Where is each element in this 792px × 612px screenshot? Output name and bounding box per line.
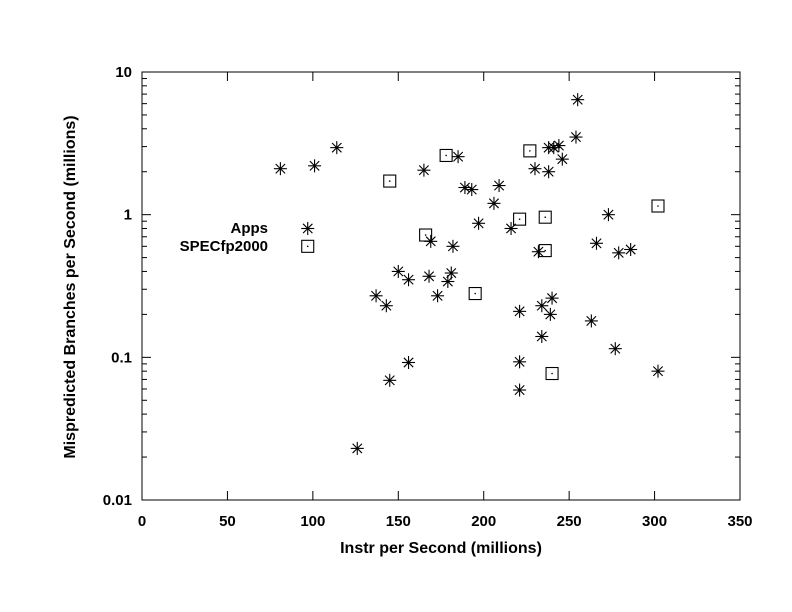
apps-point: [487, 196, 501, 210]
x-tick-label: 350: [727, 513, 752, 530]
apps-point: [369, 289, 383, 303]
apps-point: [531, 245, 545, 259]
apps-point: [379, 299, 393, 313]
apps-point: [350, 441, 364, 455]
apps-point: [528, 162, 542, 176]
apps-point: [472, 216, 486, 230]
apps-point: [571, 93, 585, 107]
apps-point: [402, 355, 416, 369]
apps-point: [624, 242, 638, 256]
x-tick-label: 50: [219, 513, 236, 530]
specfp2000-point: [651, 199, 665, 213]
apps-point: [535, 329, 549, 343]
specfp2000-point: [523, 144, 537, 158]
apps-point: [444, 266, 458, 280]
apps-point: [504, 221, 518, 235]
y-tick-label: 0.01: [103, 492, 132, 509]
apps-point: [383, 373, 397, 387]
specfp2000-point: [538, 210, 552, 224]
apps-point: [417, 163, 431, 177]
x-tick-label: 100: [300, 513, 325, 530]
specfp2000-point: [383, 174, 397, 188]
plot-frame: [141, 71, 741, 501]
x-tick-label: 250: [557, 513, 582, 530]
x-tick-label: 0: [138, 513, 146, 530]
apps-point: [422, 269, 436, 283]
apps-point: [535, 299, 549, 313]
apps-point: [451, 150, 465, 164]
apps-point: [612, 246, 626, 260]
y-tick-label: 10: [115, 64, 132, 81]
apps-point: [308, 159, 322, 173]
apps-point: [431, 289, 445, 303]
x-tick-label: 150: [386, 513, 411, 530]
y-tick-label: 0.1: [111, 349, 132, 366]
specfp2000-point: [439, 148, 453, 163]
apps-point: [513, 304, 527, 318]
apps-point: [589, 236, 603, 250]
specfp2000-point: [545, 366, 559, 381]
legend-label: SPECfp2000: [180, 238, 268, 255]
apps-point: [446, 239, 460, 253]
specfp2000-point: [468, 286, 482, 301]
apps-point: [513, 383, 527, 397]
apps-point: [584, 314, 598, 328]
apps-point: [542, 165, 556, 179]
y-tick-label: 1: [124, 207, 132, 224]
specfp2000-point: [301, 239, 315, 253]
apps-point: [608, 342, 622, 356]
apps-point: [465, 183, 479, 197]
apps-point: [569, 130, 583, 144]
apps-point: [651, 364, 665, 378]
x-tick-label: 200: [471, 513, 496, 530]
data-points: [273, 93, 665, 455]
apps-point: [543, 307, 557, 321]
specfp2000-point: [419, 228, 433, 242]
apps-point: [402, 273, 416, 287]
apps-point: [555, 152, 569, 166]
apps-point: [391, 264, 405, 278]
apps-point: [330, 141, 344, 155]
x-tick-label: 300: [642, 513, 667, 530]
apps-point: [545, 291, 559, 305]
apps-point: [492, 179, 506, 193]
apps-point: [513, 355, 527, 369]
axes: [141, 71, 741, 501]
x-axis-title: Instr per Second (millions): [340, 540, 542, 557]
specfp2000-point: [513, 212, 527, 226]
tick-labels: 0 50 100 150 200 250 300 350 0.01 0.1 1 10: [103, 64, 753, 530]
specfp2000-point: [538, 244, 552, 258]
apps-point: [547, 141, 561, 155]
legend-label: Apps: [231, 220, 269, 237]
apps-point: [273, 162, 287, 176]
apps-point: [552, 139, 566, 153]
axis-ticks: [141, 71, 741, 501]
apps-point: [601, 208, 615, 222]
apps-point: [301, 221, 315, 235]
y-axis-title: Mispredicted Branches per Second (millio…: [62, 115, 79, 458]
